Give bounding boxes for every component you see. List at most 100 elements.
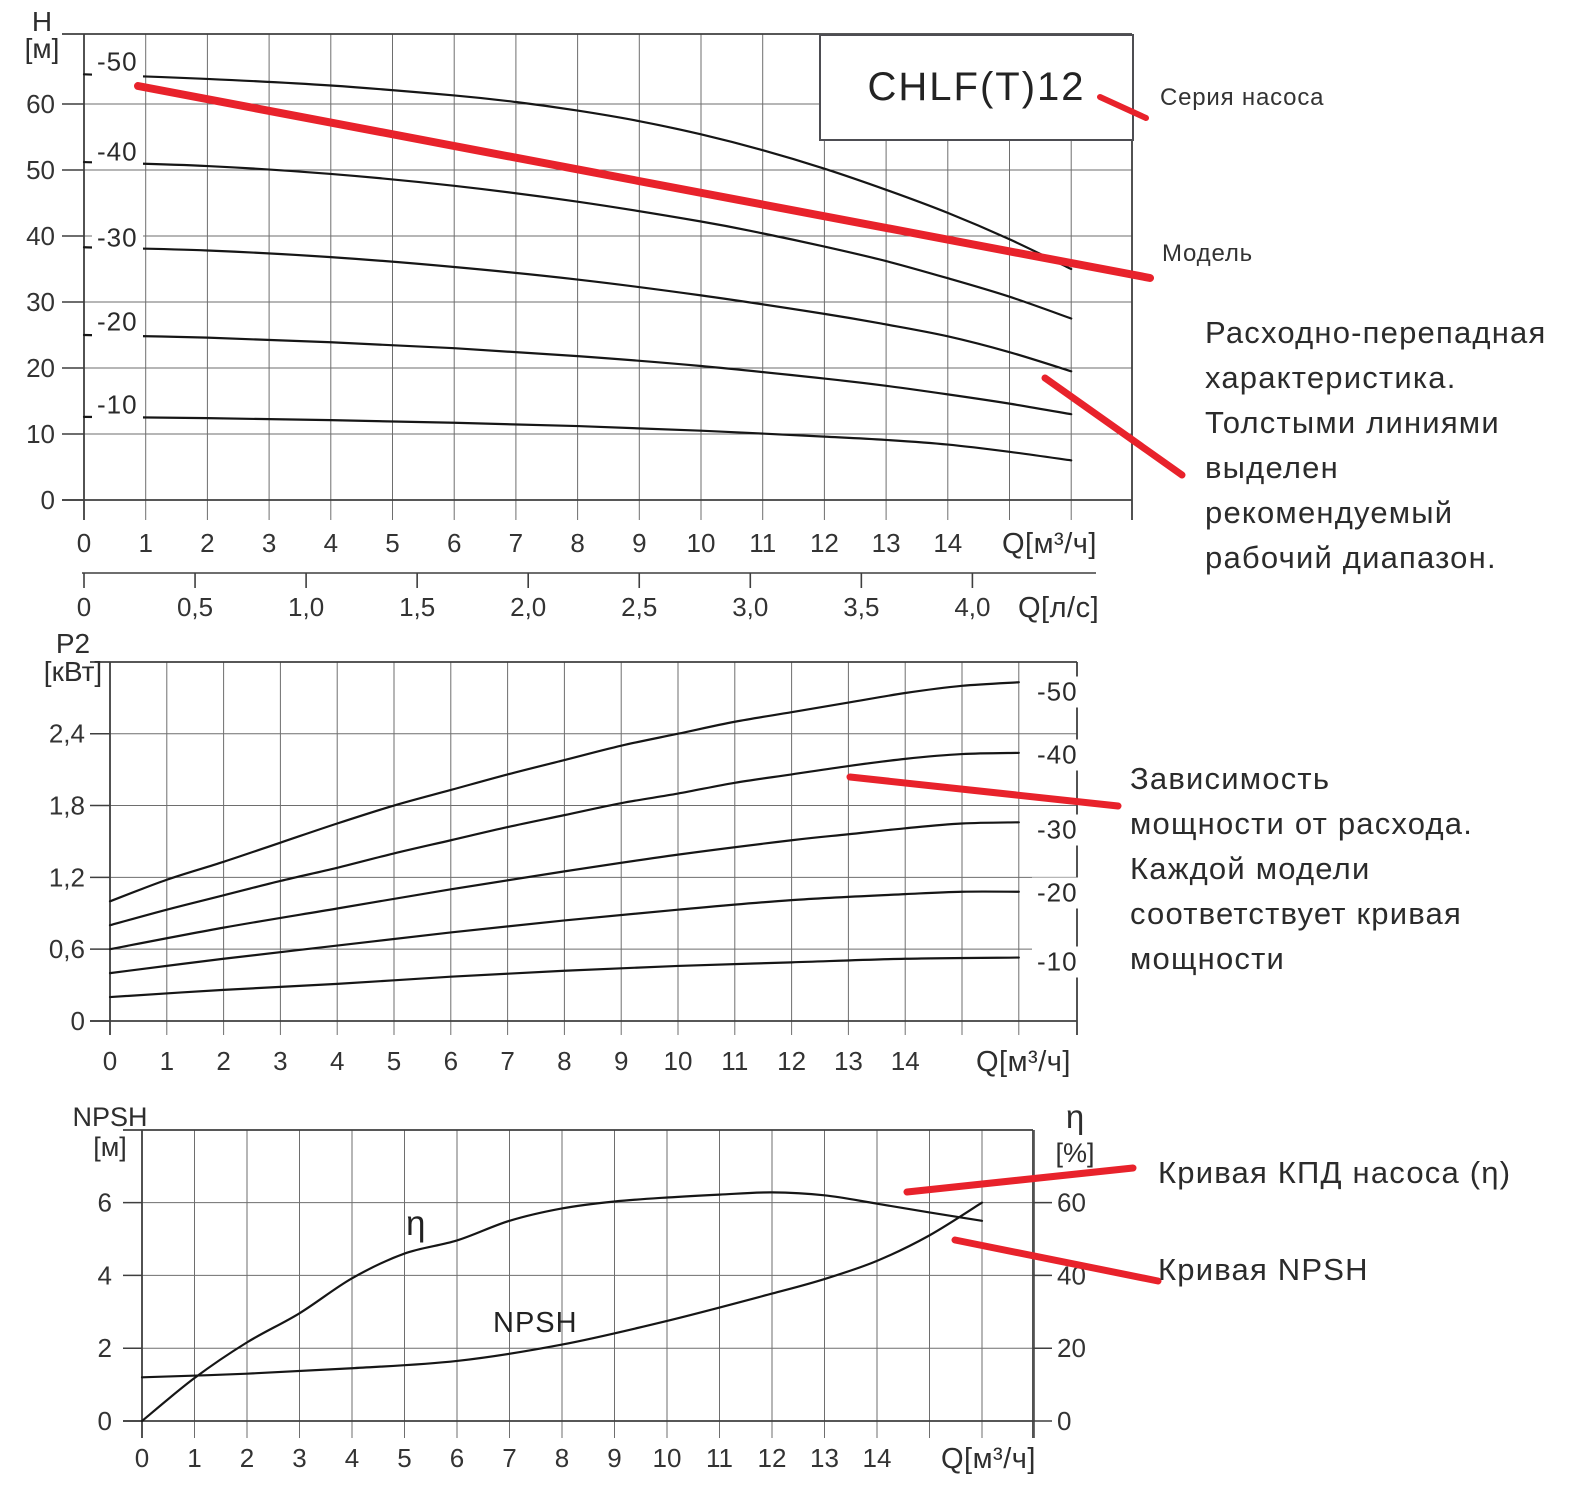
right-tick-label: 60 xyxy=(1057,1188,1086,1218)
efficiency-callout-line xyxy=(903,1164,1137,1196)
chart3-x-axis-unit: Q[м³/ч] xyxy=(941,1443,1036,1475)
chart1-x2-axis-unit: Q[л/с] xyxy=(1018,592,1100,624)
curve--50 xyxy=(108,681,1020,903)
x-tick-label: 12 xyxy=(810,528,839,558)
curve-label--20: -20 xyxy=(1032,877,1083,909)
x-tick-label: 14 xyxy=(863,1443,892,1473)
x-tick-label: 5 xyxy=(397,1443,411,1473)
right-tick-label: 0 xyxy=(1057,1406,1071,1436)
chart2-y-axis-unit: [кВт] xyxy=(43,656,103,687)
y-tick-label: 2 xyxy=(98,1333,112,1363)
x-tick-label: 0 xyxy=(103,1046,117,1076)
x2-tick-label: 0 xyxy=(77,592,91,622)
curve--10 xyxy=(82,415,1073,462)
curve--20 xyxy=(108,890,1020,975)
x-tick-label: 11 xyxy=(721,1046,748,1076)
curve-label--30: -30 xyxy=(92,222,143,254)
annotation-series: Серия насоса xyxy=(1160,84,1325,111)
x-tick-label: 1 xyxy=(138,528,152,558)
x-tick-label: 5 xyxy=(385,528,399,558)
chart1-x-axis-unit: Q[м³/ч] xyxy=(1002,528,1097,560)
y-tick-label: 6 xyxy=(98,1188,112,1218)
x2-tick-label: 1,0 xyxy=(288,592,324,622)
curve-label--30: -30 xyxy=(1032,814,1083,846)
x-tick-label: 11 xyxy=(749,528,776,558)
annotation-flow-note: Расходно-перепадная характеристика. Толс… xyxy=(1205,315,1547,575)
power-callout-line xyxy=(846,773,1122,810)
curve--20 xyxy=(82,333,1073,416)
curve--30 xyxy=(82,246,1073,373)
right-tick-label: 20 xyxy=(1057,1333,1086,1363)
x-tick-label: 10 xyxy=(653,1443,682,1473)
y-tick-label: 0 xyxy=(98,1406,112,1436)
x-tick-label: 12 xyxy=(777,1046,806,1076)
x-tick-label: 5 xyxy=(387,1046,401,1076)
efficiency-curve-inline-label: η xyxy=(406,1204,426,1243)
npsh-callout-line xyxy=(951,1236,1162,1285)
model-callout-line xyxy=(134,82,1154,282)
x-tick-label: 1 xyxy=(187,1443,201,1473)
y-tick-label: 0 xyxy=(71,1006,85,1036)
x-tick-label: 11 xyxy=(706,1443,733,1473)
curve-label--50: -50 xyxy=(92,46,143,78)
chart1-y-axis-unit: [м] xyxy=(24,33,60,64)
x2-tick-label: 3,5 xyxy=(843,592,879,622)
series-callout-line xyxy=(1097,94,1149,121)
chart3-y-axis-unit: [м] xyxy=(93,1132,127,1162)
curve--10 xyxy=(108,956,1020,999)
x-tick-label: 0 xyxy=(77,528,91,558)
chart1-y-axis-title: H xyxy=(31,6,53,37)
y-tick-label: 40 xyxy=(26,221,55,251)
series-box xyxy=(819,34,1134,141)
x2-tick-label: 2,5 xyxy=(621,592,657,622)
x2-tick-label: 1,5 xyxy=(399,592,435,622)
x-tick-label: 3 xyxy=(262,528,276,558)
x-tick-label: 3 xyxy=(292,1443,306,1473)
curve-label--50: -50 xyxy=(1032,676,1083,708)
curve--30 xyxy=(108,821,1020,951)
x-tick-label: 2 xyxy=(216,1046,230,1076)
x-tick-label: 13 xyxy=(810,1443,839,1473)
curve-label--10: -10 xyxy=(1032,946,1083,978)
annotation-npsh-note: Кривая NPSH xyxy=(1158,1252,1369,1287)
x-tick-label: 7 xyxy=(509,528,523,558)
curve-label--20: -20 xyxy=(92,306,143,338)
x-tick-label: 6 xyxy=(447,528,461,558)
y-tick-label: 2,4 xyxy=(49,719,85,749)
curve-label--40: -40 xyxy=(1032,739,1083,771)
x-tick-label: 3 xyxy=(273,1046,287,1076)
x2-tick-label: 4,0 xyxy=(954,592,990,622)
x-tick-label: 13 xyxy=(834,1046,863,1076)
operating-range-callout-line xyxy=(1041,374,1186,479)
y-tick-label: 20 xyxy=(26,353,55,383)
y-tick-label: 10 xyxy=(26,419,55,449)
curve--50 xyxy=(82,73,1073,271)
x-tick-label: 8 xyxy=(570,528,584,558)
curve--40 xyxy=(82,160,1073,320)
chart2-x-axis-unit: Q[м³/ч] xyxy=(976,1046,1071,1078)
annotation-efficiency-note: Кривая КПД насоса (η) xyxy=(1158,1155,1512,1190)
x2-tick-label: 0,5 xyxy=(177,592,213,622)
x-tick-label: 10 xyxy=(687,528,716,558)
x-tick-label: 6 xyxy=(450,1443,464,1473)
curve-NPSH xyxy=(140,1201,984,1379)
x-tick-label: 8 xyxy=(555,1443,569,1473)
x-tick-label: 2 xyxy=(200,528,214,558)
y-tick-label: 50 xyxy=(26,155,55,185)
x-tick-label: 1 xyxy=(160,1046,174,1076)
x-tick-label: 4 xyxy=(330,1046,344,1076)
chart3-right-axis-title: η xyxy=(1065,1098,1085,1135)
x-tick-label: 4 xyxy=(345,1443,359,1473)
npsh-curve-inline-label: NPSH xyxy=(493,1307,578,1339)
x-tick-label: 9 xyxy=(614,1046,628,1076)
y-tick-label: 0 xyxy=(41,485,55,515)
y-tick-label: 0,6 xyxy=(49,934,85,964)
y-tick-label: 1,2 xyxy=(49,862,85,892)
x-tick-label: 4 xyxy=(324,528,338,558)
curve-label--10: -10 xyxy=(92,389,143,421)
x-tick-label: 6 xyxy=(444,1046,458,1076)
chart2-y-axis-title: P2 xyxy=(55,628,91,659)
curve--40 xyxy=(108,751,1020,927)
pump-series-title: CHLF(T)12 xyxy=(867,65,1086,109)
